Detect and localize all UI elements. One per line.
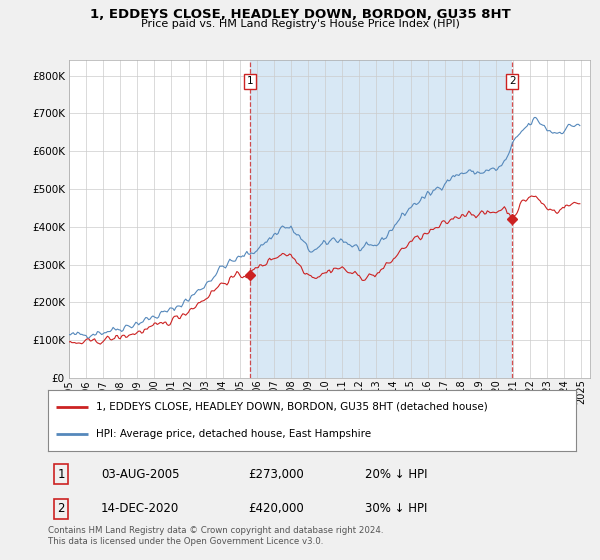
Bar bbox=[250, 60, 512, 378]
Text: 20% ↓ HPI: 20% ↓ HPI bbox=[365, 468, 427, 481]
Text: 2: 2 bbox=[58, 502, 65, 515]
Text: £420,000: £420,000 bbox=[248, 502, 304, 515]
Text: 30% ↓ HPI: 30% ↓ HPI bbox=[365, 502, 427, 515]
Text: 1, EDDEYS CLOSE, HEADLEY DOWN, BORDON, GU35 8HT: 1, EDDEYS CLOSE, HEADLEY DOWN, BORDON, G… bbox=[89, 8, 511, 21]
Text: 1: 1 bbox=[58, 468, 65, 481]
Text: Price paid vs. HM Land Registry's House Price Index (HPI): Price paid vs. HM Land Registry's House … bbox=[140, 19, 460, 29]
Text: Contains HM Land Registry data © Crown copyright and database right 2024.
This d: Contains HM Land Registry data © Crown c… bbox=[48, 526, 383, 546]
Text: 1, EDDEYS CLOSE, HEADLEY DOWN, BORDON, GU35 8HT (detached house): 1, EDDEYS CLOSE, HEADLEY DOWN, BORDON, G… bbox=[95, 402, 487, 412]
Text: £273,000: £273,000 bbox=[248, 468, 304, 481]
Text: 2: 2 bbox=[509, 76, 515, 86]
Text: 1: 1 bbox=[247, 76, 253, 86]
Text: HPI: Average price, detached house, East Hampshire: HPI: Average price, detached house, East… bbox=[95, 430, 371, 440]
Text: 03-AUG-2005: 03-AUG-2005 bbox=[101, 468, 179, 481]
Text: 14-DEC-2020: 14-DEC-2020 bbox=[101, 502, 179, 515]
